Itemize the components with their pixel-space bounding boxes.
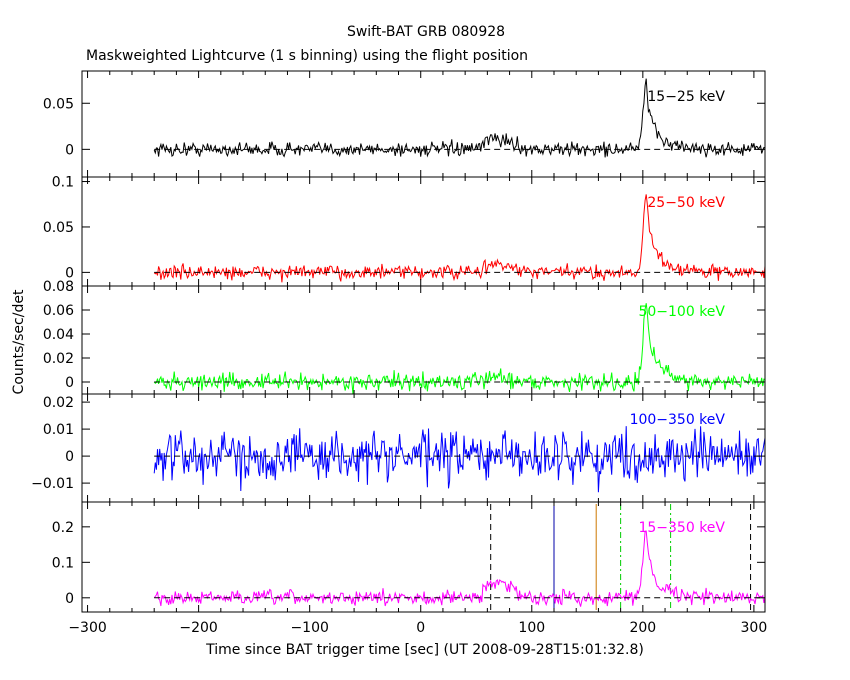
y-tick-label: −0.01: [31, 476, 74, 492]
y-tick-label: 0: [65, 265, 74, 281]
panel-1: 0 0.05 15−25 keV: [43, 70, 766, 178]
y-tick-label: 0: [65, 449, 74, 465]
y-tick-label: 0.08: [43, 279, 74, 295]
x-tick-label: 100: [518, 620, 545, 636]
band-label: 15−25 keV: [647, 89, 725, 105]
panel-4: −0.01 0 0.01 0.02 100−350 keV: [31, 393, 766, 503]
chart-subtitle: Maskweighted Lightcurve (1 s binning) us…: [86, 48, 528, 64]
y-tick-label: 0.02: [43, 351, 74, 367]
panel-3: 0 0.02 0.04 0.06 0.08 50−100 keV: [43, 279, 766, 395]
x-tick-label: 0: [416, 620, 425, 636]
panel-frame: [81, 176, 766, 287]
y-axis-label: Counts/sec/det: [11, 289, 27, 394]
y-tick-label: 0.05: [43, 220, 74, 236]
panels: 0 0.05 15−25 keV 0 0.05 0.1 25−50 keV 0 0.02 0.04…: [31, 70, 766, 613]
y-tick-label: 0: [65, 591, 74, 607]
band-label: 50−100 keV: [638, 304, 725, 320]
panel-2: 0 0.05 0.1 25−50 keV: [43, 175, 766, 287]
y-tick-label: 0.1: [52, 175, 74, 191]
x-axis: −300 −200 −100 0 100 200 300: [68, 620, 767, 636]
x-tick-label: −300: [68, 620, 106, 636]
y-tick-label: 0: [65, 375, 74, 391]
x-axis-label: Time since BAT trigger time [sec] (UT 20…: [205, 642, 644, 658]
series-line-1: [153, 78, 766, 158]
series-line-2: [153, 194, 766, 283]
x-tick-label: −200: [179, 620, 217, 636]
y-tick-label: 0: [65, 142, 74, 158]
chart-title: Swift-BAT GRB 080928: [347, 24, 505, 40]
panel-5: 0 0.1 0.2 15−350 keV: [52, 501, 766, 613]
x-tick-label: 200: [629, 620, 656, 636]
x-tick-label: −100: [290, 620, 328, 636]
panel-frame: [81, 393, 766, 503]
panel-frame: [81, 501, 766, 613]
series-line-5: [153, 530, 766, 607]
panel-frame: [81, 70, 766, 178]
y-tick-label: 0.1: [52, 555, 74, 571]
y-tick-label: 0.05: [43, 96, 74, 112]
band-label: 100−350 keV: [630, 412, 726, 428]
y-tick-label: 0.04: [43, 327, 74, 343]
series-line-4: [153, 426, 766, 493]
band-label: 15−350 keV: [638, 520, 725, 536]
band-label: 25−50 keV: [647, 195, 725, 211]
x-tick-label: 300: [741, 620, 768, 636]
y-tick-label: 0.06: [43, 303, 74, 319]
y-tick-label: 0.02: [43, 395, 74, 411]
y-tick-label: 0.2: [52, 520, 74, 536]
y-tick-label: 0.01: [43, 422, 74, 438]
